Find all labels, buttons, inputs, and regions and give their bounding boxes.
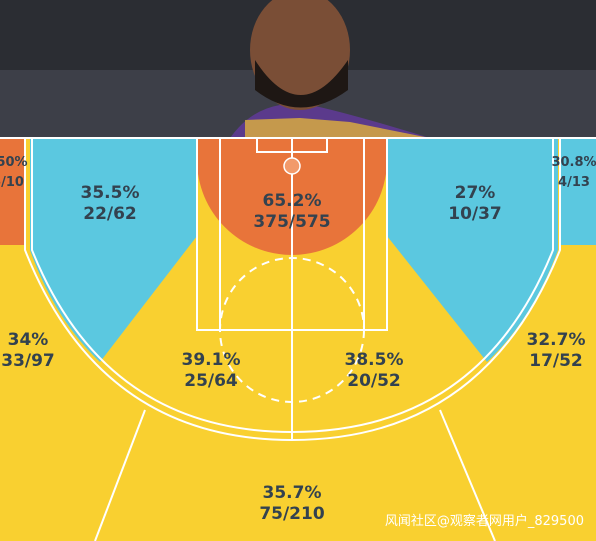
zone-shots: 4/13 [558, 175, 590, 190]
zone-shots: 5/10 [0, 175, 24, 190]
zone-shots: 10/37 [448, 204, 502, 224]
zone-pct: 32.7% [527, 330, 586, 350]
zone-pct: 50% [0, 155, 28, 170]
zone-shots: 33/97 [1, 351, 55, 371]
zone-left-wing [30, 138, 197, 362]
zone-shots: 20/52 [347, 371, 401, 391]
zone-line [94, 409, 146, 541]
zone-pct: 34% [8, 330, 49, 350]
zone-shots: 75/210 [259, 504, 325, 524]
zone-line [439, 409, 496, 541]
rim [283, 157, 301, 175]
zone-right-edge [560, 138, 596, 245]
zone-right-wing [387, 138, 558, 362]
zone-shots: 17/52 [529, 351, 583, 371]
zone-shots: 375/575 [253, 212, 330, 232]
zone-pct: 35.5% [81, 183, 140, 203]
zone-left-edge [0, 138, 25, 245]
watermark: 风闻社区@观察者网用户_829500 [385, 513, 584, 529]
zone-pct: 30.8% [551, 155, 596, 170]
zone-pct: 35.7% [263, 483, 322, 503]
player-head [250, 0, 350, 110]
zone-pct: 38.5% [345, 350, 404, 370]
zone-shots: 25/64 [184, 371, 238, 391]
beard [255, 60, 348, 108]
zone-pct: 39.1% [182, 350, 241, 370]
jersey-trim [245, 118, 430, 138]
zone-shots: 22/62 [83, 204, 137, 224]
zone-pct: 27% [455, 183, 496, 203]
zone-pct: 65.2% [263, 191, 322, 211]
